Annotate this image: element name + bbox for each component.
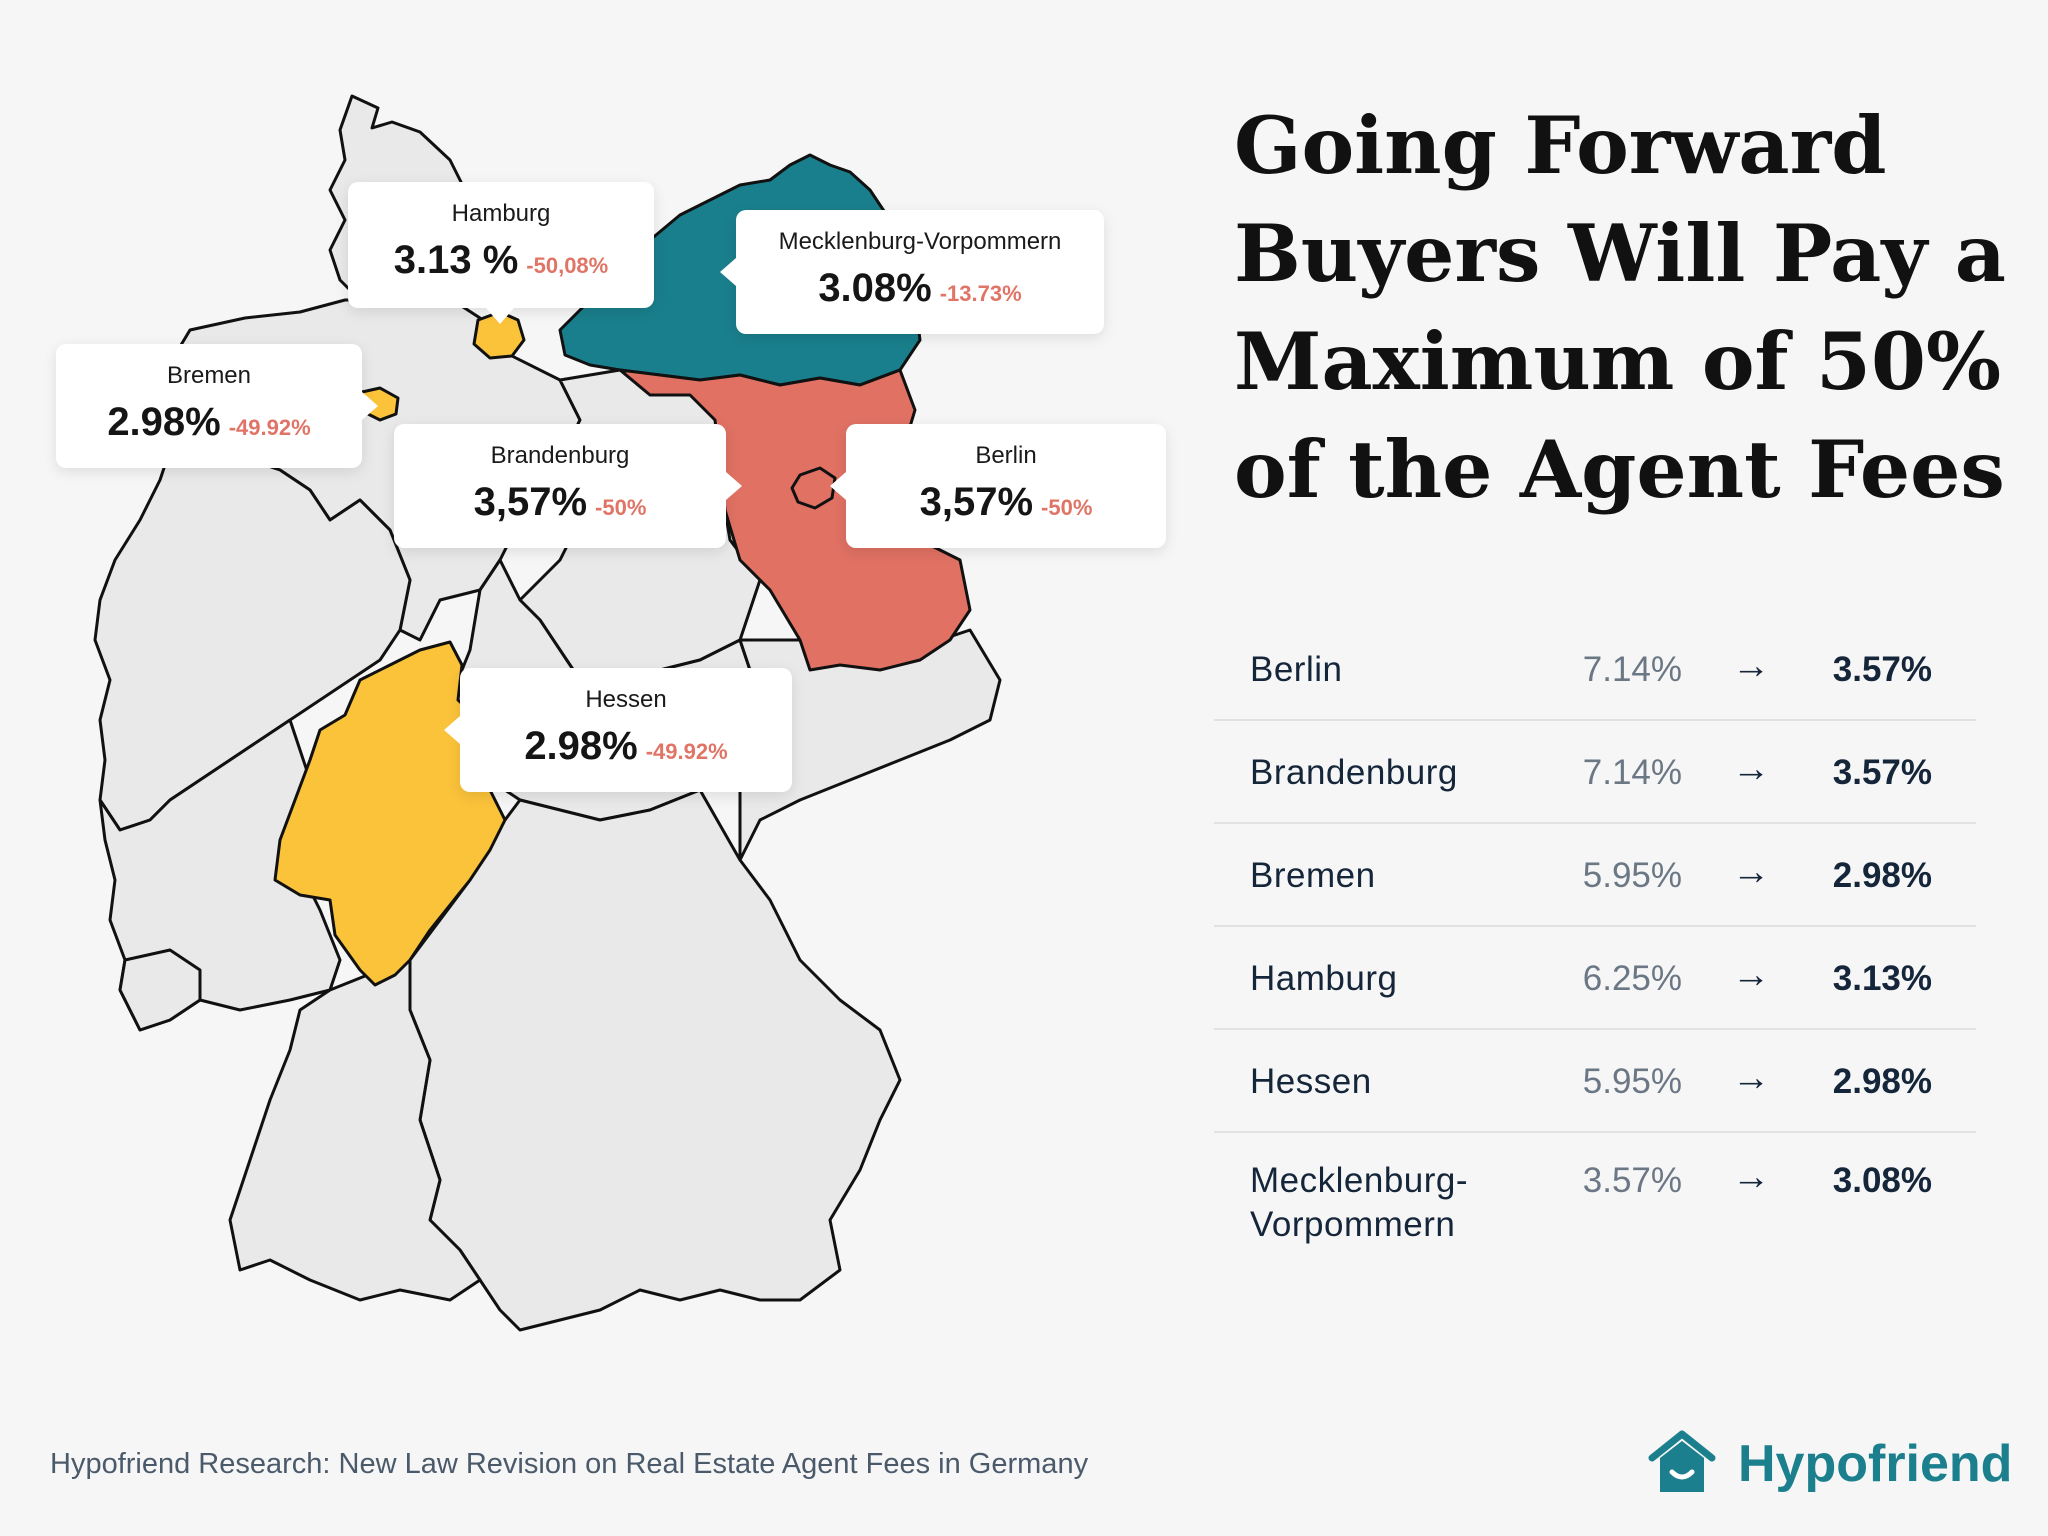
arrow-right-icon: → [1732, 1156, 1770, 1198]
callout-brandenburg-change: -50% [595, 495, 647, 520]
callout-berlin-change: -50% [1041, 495, 1093, 520]
table-row: Brandenburg 7.14% → 3.57% [1214, 721, 1976, 824]
fee-table: Berlin 7.14% → 3.57% Brandenburg 7.14% →… [1214, 618, 1976, 1263]
callout-brandenburg: Brandenburg 3,57% -50% [394, 424, 742, 548]
arrow-right-icon: → [1732, 954, 1770, 996]
house-smile-icon [1648, 1430, 1716, 1492]
table-row: Mecklenburg- Vorpommern 3.57% → 3.08% [1214, 1133, 1976, 1263]
table-new-fee: 3.57% [1832, 753, 1932, 792]
callout-hamburg-name: Hamburg [451, 200, 551, 227]
table-old-fee: 7.14% [1582, 650, 1682, 689]
callout-mv-name: Mecklenburg-Vorpommern [778, 228, 1062, 255]
table-row: Berlin 7.14% → 3.57% [1214, 618, 1976, 721]
callout-berlin-name: Berlin [975, 442, 1037, 469]
callout-hamburg: Hamburg 3.13 % -50,08% [348, 182, 654, 324]
callout-mv-value: 3.08% [818, 266, 932, 310]
table-new-fee: 3.13% [1832, 959, 1932, 998]
callout-pointer [362, 392, 378, 420]
table-row: Hamburg 6.25% → 3.13% [1214, 927, 1976, 1030]
callout-hessen-change: -49.92% [645, 739, 728, 764]
callout-brandenburg-value: 3,57% [473, 480, 588, 524]
callout-mecklenburg-vorpommern: Mecklenburg-Vorpommern 3.08% -13.73% [720, 210, 1104, 334]
callout-mv-change: -13.73% [939, 281, 1022, 306]
page-title: Going Forward Buyers Will Pay a Maximum … [1234, 99, 2006, 516]
callout-hessen-name: Hessen [585, 686, 667, 713]
footer-source: Hypofriend Research: New Law Revision on… [50, 1448, 1089, 1480]
callout-hessen: Hessen 2.98% -49.92% [444, 668, 792, 792]
state-baden-wuerttemberg [228, 958, 482, 1302]
callout-hamburg-change: -50,08% [526, 253, 609, 278]
table-old-fee: 3.57% [1582, 1161, 1682, 1200]
table-state: Brandenburg [1250, 753, 1458, 792]
callout-hessen-value: 2.98% [524, 724, 638, 768]
state-berlin [790, 466, 837, 510]
arrow-right-icon: → [1732, 645, 1770, 687]
callout-pointer [830, 472, 846, 500]
table-new-fee: 3.57% [1832, 650, 1932, 689]
table-new-fee: 2.98% [1832, 856, 1932, 895]
table-old-fee: 6.25% [1582, 959, 1682, 998]
callout-pointer [444, 716, 460, 744]
callout-bremen: Bremen 2.98% -49.92% [56, 344, 378, 468]
table-state: Hessen [1250, 1062, 1372, 1101]
arrow-right-icon: → [1732, 1057, 1770, 1099]
table-state: Hamburg [1250, 959, 1398, 998]
table-row: Bremen 5.95% → 2.98% [1214, 824, 1976, 927]
callout-hamburg-value: 3.13 % [393, 238, 519, 282]
brand-name: Hypofriend [1738, 1435, 2013, 1493]
table-state: Bremen [1250, 856, 1376, 895]
callout-berlin: Berlin 3,57% -50% [830, 424, 1166, 548]
table-new-fee: 3.08% [1832, 1161, 1932, 1200]
state-saarland [118, 948, 202, 1032]
table-old-fee: 5.95% [1582, 1062, 1682, 1101]
table-old-fee: 7.14% [1582, 753, 1682, 792]
arrow-right-icon: → [1732, 851, 1770, 893]
table-state: Berlin [1250, 650, 1343, 689]
table-state: Mecklenburg- Vorpommern [1250, 1161, 1469, 1244]
callout-bremen-value: 2.98% [107, 400, 221, 444]
callout-pointer [720, 258, 736, 286]
state-bayern [408, 788, 902, 1332]
callout-pointer [486, 308, 514, 324]
callout-bremen-name: Bremen [166, 362, 252, 389]
table-row: Hessen 5.95% → 2.98% [1214, 1030, 1976, 1133]
arrow-right-icon: → [1732, 748, 1770, 790]
table-old-fee: 5.95% [1582, 856, 1682, 895]
callout-pointer [726, 472, 742, 500]
callout-brandenburg-name: Brandenburg [490, 442, 630, 469]
callout-bremen-change: -49.92% [228, 415, 311, 440]
table-new-fee: 2.98% [1832, 1062, 1932, 1101]
callout-berlin-value: 3,57% [919, 480, 1034, 524]
